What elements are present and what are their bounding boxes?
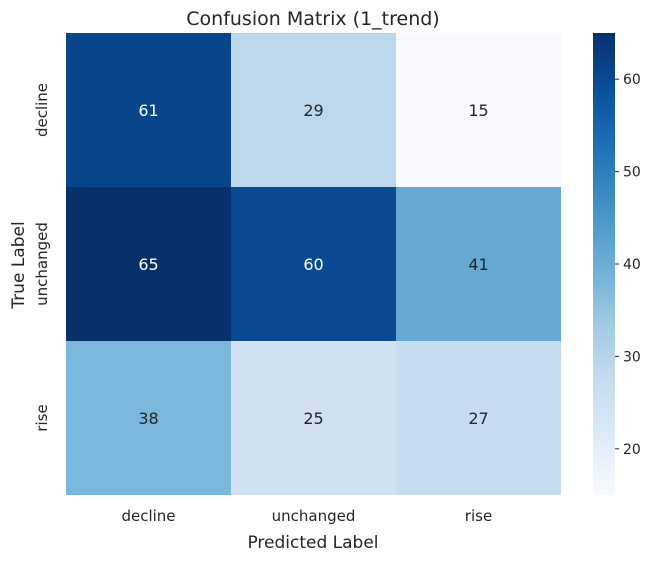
- y-tick-label: decline: [33, 83, 51, 137]
- colorbar-tick-label: 50: [623, 165, 641, 181]
- heatmap-cell-rise-rise: [396, 341, 561, 495]
- y-tick-labels: decline unchanged rise: [33, 83, 51, 432]
- y-tick-label: rise: [33, 404, 51, 431]
- x-tick-label: decline: [121, 507, 175, 525]
- heatmap-cell-unchanged-decline: [66, 187, 231, 341]
- heatmap-cell-decline-decline: [66, 33, 231, 187]
- cell-value-label: 65: [138, 255, 158, 274]
- colorbar-ticks: 20 30 40 50 60: [615, 72, 641, 458]
- heatmap-cell-unchanged-unchanged: [231, 187, 396, 341]
- x-tick-label: unchanged: [272, 507, 356, 525]
- colorbar: [593, 33, 615, 495]
- colorbar-tick-label: 30: [623, 349, 641, 365]
- colorbar-tick-label: 60: [623, 72, 641, 88]
- cell-value-label: 15: [468, 101, 488, 120]
- cell-value-label: 41: [468, 255, 488, 274]
- cell-value-label: 61: [138, 101, 158, 120]
- heatmap-cell-rise-decline: [66, 341, 231, 495]
- cell-value-label: 25: [303, 409, 323, 428]
- heatmap-cell-decline-unchanged: [231, 33, 396, 187]
- heatmap-cells: 61 29 15 65 60 41 38 25 27: [66, 33, 561, 495]
- heatmap-cell-decline-rise: [396, 33, 561, 187]
- x-tick-label: rise: [465, 507, 492, 525]
- colorbar-tick-label: 20: [623, 442, 641, 458]
- cell-value-label: 60: [303, 255, 323, 274]
- heatmap-cell-unchanged-rise: [396, 187, 561, 341]
- y-tick-label: unchanged: [33, 222, 51, 306]
- cell-value-label: 27: [468, 409, 488, 428]
- x-tick-labels: decline unchanged rise: [121, 507, 492, 525]
- cell-value-label: 38: [138, 409, 158, 428]
- colorbar-tick-label: 40: [623, 257, 641, 273]
- cell-value-label: 29: [303, 101, 323, 120]
- x-axis-label: Predicted Label: [247, 533, 378, 553]
- chart-title: Confusion Matrix (1_trend): [186, 8, 439, 30]
- y-axis-label: True Label: [9, 221, 29, 309]
- heatmap-cell-rise-unchanged: [231, 341, 396, 495]
